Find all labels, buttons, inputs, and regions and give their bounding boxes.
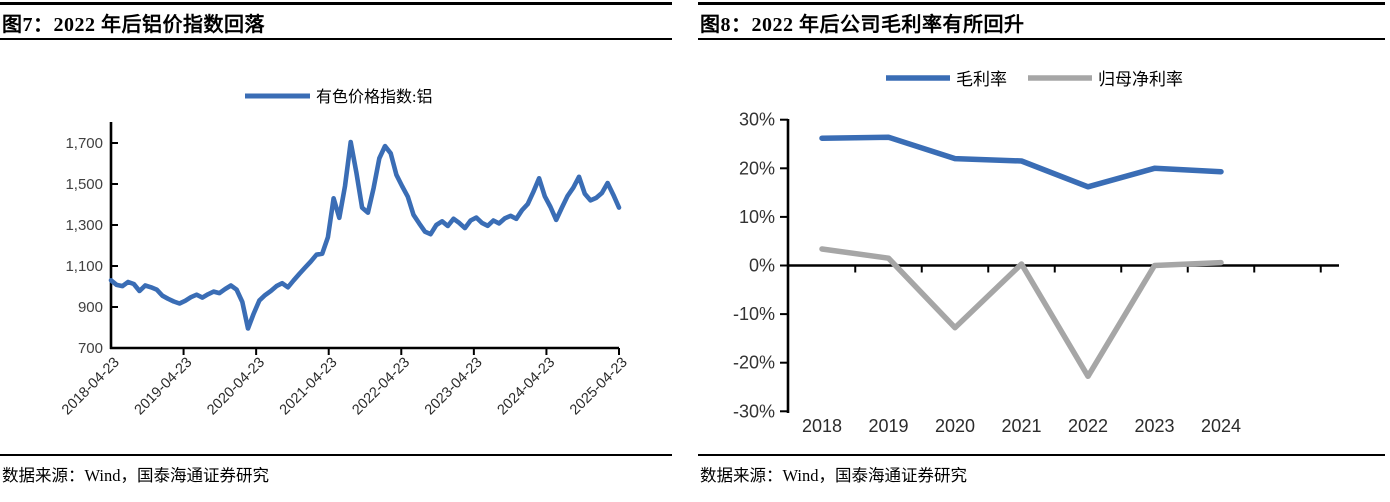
svg-text:2018-04-23: 2018-04-23 (59, 355, 123, 419)
zero-axis: 2018 2019 2020 2021 2022 2023 2024 (788, 264, 1339, 436)
svg-text:2023-04-23: 2023-04-23 (422, 355, 486, 419)
margin-chart-container: 毛利率 归母净利率 30% 20% 10% 0% -10% -20% -30% 2018 2019 2… (698, 55, 1388, 455)
svg-text:2022: 2022 (1068, 416, 1108, 436)
figure7-panel: 图7：2022 年后铝价指数回落 有色价格指数:铝 1,700 1,500 1,300… (0, 2, 690, 485)
figure7-bottom-rule (0, 454, 672, 456)
x-axis: 2018-04-23 2019-04-23 2020-04-23 2021-04-23… (59, 346, 631, 419)
svg-text:2019-04-23: 2019-04-23 (132, 355, 196, 419)
price-index-line (108, 139, 622, 331)
figure7-title-underline (0, 38, 672, 40)
svg-text:30%: 30% (739, 110, 775, 130)
svg-text:毛利率: 毛利率 (956, 70, 1007, 89)
svg-text:2025-04-23: 2025-04-23 (567, 355, 631, 419)
svg-text:2020-04-23: 2020-04-23 (204, 355, 268, 419)
y-axis: 1,700 1,500 1,300 1,100 900 700 (65, 122, 118, 357)
figure7-top-rule (0, 2, 672, 5)
svg-text:有色价格指数:铝: 有色价格指数:铝 (316, 88, 432, 106)
svg-text:2024: 2024 (1201, 416, 1241, 436)
svg-text:20%: 20% (739, 158, 775, 178)
svg-text:2019: 2019 (868, 416, 908, 436)
svg-text:2021: 2021 (1001, 416, 1041, 436)
aluminum-price-chart: 有色价格指数:铝 1,700 1,500 1,300 1,100 900 7002018-0… (59, 88, 631, 419)
svg-text:-30%: -30% (733, 401, 775, 421)
svg-text:1,300: 1,300 (65, 217, 103, 234)
figure7-source: 数据来源：Wind，国泰海通证券研究 (2, 466, 269, 485)
svg-text:2021-04-23: 2021-04-23 (277, 355, 341, 419)
figure8-title-underline (698, 38, 1385, 40)
figure8-top-rule (698, 2, 1385, 5)
svg-text:-10%: -10% (733, 304, 775, 324)
legend: 有色价格指数:铝 (245, 88, 432, 106)
figure8-source: 数据来源：Wind，国泰海通证券研究 (700, 466, 967, 485)
svg-text:1,500: 1,500 (65, 176, 103, 193)
svg-text:-20%: -20% (733, 353, 775, 373)
svg-text:10%: 10% (739, 207, 775, 227)
svg-text:1,700: 1,700 (65, 135, 103, 152)
y-axis: 30% 20% 10% 0% -10% -20% -30% (733, 110, 790, 421)
legend: 毛利率 归母净利率 (886, 70, 1183, 89)
figure7-title: 图7：2022 年后铝价指数回落 (2, 14, 265, 36)
gross-margin-line (819, 134, 1224, 190)
svg-text:1,100: 1,100 (65, 258, 103, 275)
svg-text:2023: 2023 (1134, 416, 1174, 436)
svg-text:900: 900 (78, 299, 103, 316)
figure8-title: 图8：2022 年后公司毛利率有所回升 (700, 14, 1025, 36)
svg-text:2024-04-23: 2024-04-23 (494, 355, 558, 419)
svg-text:2022-04-23: 2022-04-23 (349, 355, 413, 419)
svg-text:归母净利率: 归母净利率 (1098, 70, 1183, 89)
figure8-bottom-rule (698, 454, 1385, 456)
svg-text:2020: 2020 (935, 416, 975, 436)
svg-text:700: 700 (78, 340, 103, 357)
aluminum-price-chart-container: 有色价格指数:铝 1,700 1,500 1,300 1,100 900 700 2018-0… (0, 55, 690, 455)
svg-text:2018: 2018 (802, 416, 842, 436)
svg-text:0%: 0% (749, 256, 775, 276)
net-margin-line (819, 246, 1224, 380)
figure8-panel: 图8：2022 年后公司毛利率有所回升 毛利率 归母净利率 30% 20% 10% 0% -… (695, 0, 1390, 502)
